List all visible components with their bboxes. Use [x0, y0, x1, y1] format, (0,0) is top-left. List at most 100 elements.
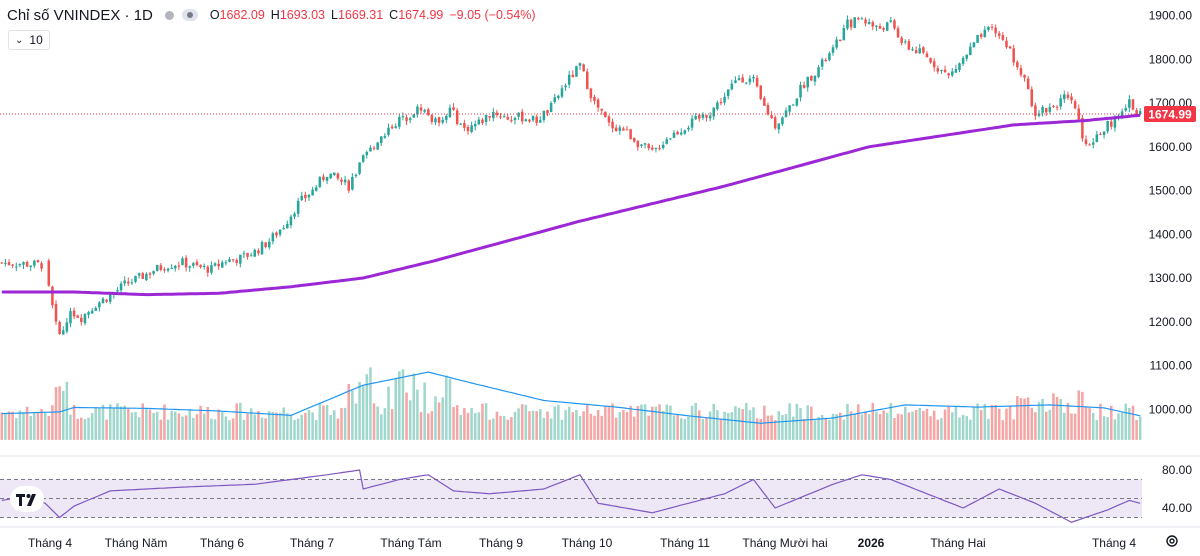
- candle-body: [1016, 61, 1019, 68]
- candle-body: [589, 88, 593, 99]
- chevron-down-icon: ⌄: [15, 34, 24, 46]
- volume-bar: [965, 416, 968, 440]
- candle-body: [58, 322, 61, 334]
- volume-bar: [1012, 419, 1015, 440]
- volume-bar: [810, 406, 813, 440]
- volume-bar: [752, 407, 755, 440]
- volume-bar: [473, 413, 477, 440]
- volume-bar: [36, 412, 40, 440]
- volume-bar: [524, 404, 528, 440]
- candle-body: [69, 311, 72, 324]
- candle-body: [965, 54, 968, 59]
- candle-body: [499, 116, 502, 118]
- candle-body: [249, 255, 253, 257]
- low-value: 1669.31: [337, 8, 384, 22]
- volume-bar: [596, 410, 600, 440]
- volume-bar: [589, 413, 593, 440]
- tradingview-logo-icon[interactable]: [10, 486, 44, 512]
- volume-bar: [947, 405, 950, 440]
- volume-bar: [1084, 406, 1088, 440]
- time-tick-label: Tháng 7: [290, 536, 334, 550]
- volume-bar: [679, 418, 683, 440]
- volume-bar: [1110, 405, 1113, 440]
- candle-body: [401, 116, 405, 118]
- volume-bar: [1117, 413, 1120, 440]
- volume-bar: [282, 407, 285, 440]
- symbol-title[interactable]: Chỉ số VNINDEX · 1D: [7, 6, 153, 24]
- volume-bar: [741, 409, 744, 440]
- volume-bar: [249, 408, 253, 440]
- candle-body: [300, 195, 304, 201]
- candle-body: [282, 228, 285, 230]
- candle-body: [911, 49, 914, 51]
- volume-bar: [929, 416, 932, 440]
- ohlc-values: O1682.09 H1693.03 L1669.31 C1674.99 −9.05 (−…: [210, 8, 536, 22]
- volume-bar: [672, 415, 676, 440]
- volume-bar: [1059, 399, 1062, 440]
- price-tick-label: 1500.00: [1149, 184, 1193, 198]
- candle-body: [502, 116, 506, 118]
- volume-bar: [72, 404, 76, 440]
- candle-body: [260, 242, 264, 255]
- candle-body: [239, 254, 242, 264]
- indicator-length-dropdown[interactable]: ⌄ 10: [8, 30, 50, 50]
- candle-body: [174, 265, 177, 269]
- volume-bar: [564, 410, 567, 440]
- volume-bar: [943, 409, 947, 440]
- candle-body: [712, 107, 716, 117]
- candle-body: [90, 310, 94, 314]
- volume-bar: [155, 411, 159, 440]
- volume-bar: [759, 419, 762, 440]
- volume-bar: [390, 409, 394, 440]
- volume-bar: [430, 411, 434, 440]
- candle-body: [1008, 46, 1012, 49]
- volume-bar: [246, 413, 249, 440]
- volume-bar: [658, 404, 661, 440]
- candle-body: [777, 123, 781, 130]
- rsi-line: [1, 469, 1141, 523]
- candle-body: [994, 27, 997, 34]
- volume-bar: [492, 418, 495, 440]
- eye-icon[interactable]: [181, 9, 198, 21]
- volume-bar: [242, 419, 246, 440]
- candle-body: [33, 260, 36, 266]
- settings-gear-icon[interactable]: [1164, 533, 1180, 549]
- candle-body: [1052, 105, 1055, 107]
- candle-body: [943, 69, 947, 73]
- candle-body: [29, 265, 32, 267]
- price-tick-label: 1900.00: [1149, 9, 1193, 23]
- candle-body: [242, 253, 246, 255]
- volume-bar: [936, 419, 940, 440]
- candle-body: [18, 264, 22, 266]
- candle-body: [130, 282, 134, 284]
- candle-body: [1055, 106, 1059, 108]
- candle-body: [669, 138, 672, 140]
- volume-bar: [354, 403, 358, 440]
- candle-body: [755, 77, 759, 87]
- candle-body: [770, 115, 773, 119]
- volume-bar: [267, 411, 271, 440]
- candle-body: [651, 147, 654, 150]
- candle-body: [231, 259, 235, 261]
- candle-body: [1099, 133, 1102, 135]
- candle-body: [719, 101, 723, 104]
- price-tick-label: 1100.00: [1150, 359, 1193, 373]
- candle-body: [961, 57, 965, 64]
- candle-body: [470, 125, 473, 132]
- candle-body: [459, 123, 463, 125]
- volume-bar: [94, 406, 98, 440]
- volume-bar: [289, 414, 293, 440]
- volume-bar: [1005, 408, 1008, 440]
- volume-bar: [1081, 391, 1084, 440]
- volume-bar: [210, 418, 213, 440]
- candle-body: [535, 116, 538, 123]
- volume-bar: [914, 409, 918, 440]
- volume-ma-line: [1, 371, 1141, 424]
- time-tick-label: Tháng Tám: [380, 536, 441, 550]
- volume-bar: [549, 418, 553, 440]
- candle-body: [383, 135, 387, 138]
- volume-bar: [705, 417, 708, 440]
- candle-body: [318, 177, 322, 187]
- volume-bar: [220, 411, 224, 440]
